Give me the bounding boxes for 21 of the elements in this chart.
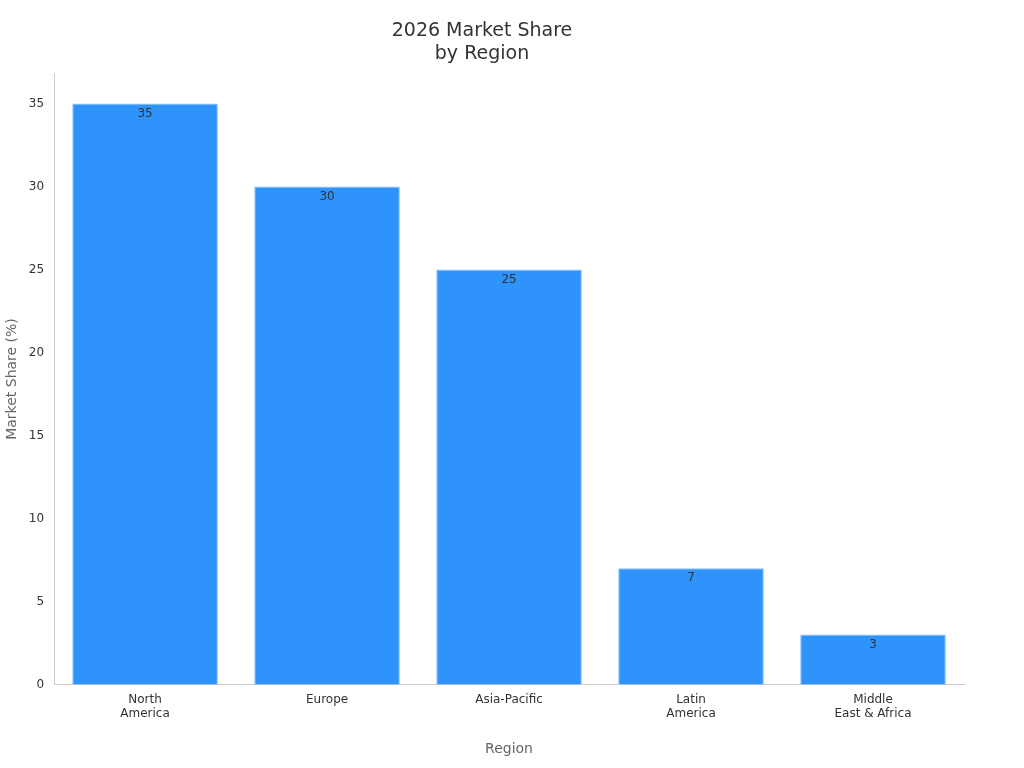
- y-tick-label: 25: [28, 261, 45, 276]
- data-label: 7: [687, 570, 695, 585]
- data-label: 25: [501, 271, 517, 286]
- y-tick-label: 5: [36, 593, 45, 608]
- x-tick-label: North America: [120, 691, 170, 721]
- y-tick-label: 30: [28, 178, 45, 193]
- chart-title: 2026 Market Share by Region: [391, 18, 573, 64]
- x-axis-title: Region: [485, 740, 533, 757]
- x-tick-label: Latin America: [666, 691, 716, 721]
- y-tick-label: 15: [28, 427, 45, 442]
- data-label: 30: [319, 188, 335, 203]
- y-tick-label: 0: [36, 676, 45, 691]
- y-tick-label: 20: [28, 344, 45, 359]
- data-label: 35: [137, 105, 153, 120]
- y-tick-label: 35: [28, 95, 45, 110]
- x-tick-label: Asia-Pacific: [475, 691, 543, 706]
- x-tick-label: Europe: [305, 691, 349, 706]
- y-tick-label: 10: [28, 510, 45, 525]
- y-axis-title: Market Share (%): [3, 318, 20, 440]
- x-tick-label: Middle East & Africa: [834, 691, 912, 721]
- data-label: 3: [869, 636, 877, 651]
